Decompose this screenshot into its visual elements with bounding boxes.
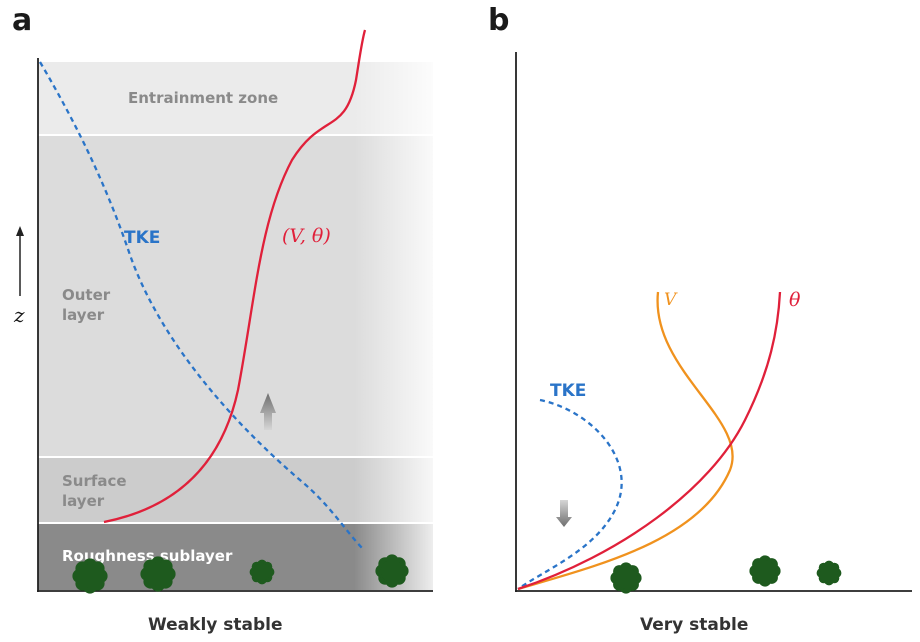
tke-label-a: TKE (124, 228, 160, 248)
vegetation-bush-icon (749, 555, 781, 587)
upward-arrow-icon (260, 393, 276, 430)
panel-b-caption: Very stable (640, 615, 748, 635)
roughness-sublayer-label: Roughness sublayer (62, 547, 233, 565)
v-theta-profile-curve (103, 29, 367, 524)
vegetation-bush-icon (816, 560, 842, 586)
outer-layer-label-line2: layer (62, 306, 105, 324)
fade-overlay (38, 62, 433, 590)
entrainment-zone-label: Entrainment zone (128, 89, 278, 107)
theta-label: θ (789, 289, 801, 311)
tke-profile-curve-a (39, 61, 363, 549)
v-theta-label: (V, θ) (282, 225, 331, 247)
panel-a-letter: a (12, 3, 32, 38)
downward-arrow-icon (556, 500, 572, 527)
panel-a: a z Entrainment zone Outer layer Surface… (12, 3, 433, 635)
surface-layer-label-line2: layer (62, 492, 105, 510)
vegetation-bush-icon (610, 562, 642, 594)
panel-b: b TKE V θ Very stable (488, 3, 912, 635)
z-axis-label: z (13, 303, 25, 327)
z-arrowhead-icon (16, 226, 24, 236)
tke-label-b: TKE (550, 381, 586, 401)
velocity-label: V (664, 290, 678, 310)
panel-b-letter: b (488, 3, 509, 38)
surface-layer-label-line1: Surface (62, 472, 127, 490)
vegetation-bush-icon (72, 558, 108, 594)
vegetation-bush-icon (140, 556, 176, 592)
velocity-profile-curve (517, 291, 734, 591)
theta-profile-curve (517, 291, 782, 591)
vegetation-bush-icon (249, 559, 275, 585)
outer-layer-label-line1: Outer (62, 286, 111, 304)
panel-a-caption: Weakly stable (148, 615, 283, 635)
vegetation-bush-icon (375, 554, 409, 588)
